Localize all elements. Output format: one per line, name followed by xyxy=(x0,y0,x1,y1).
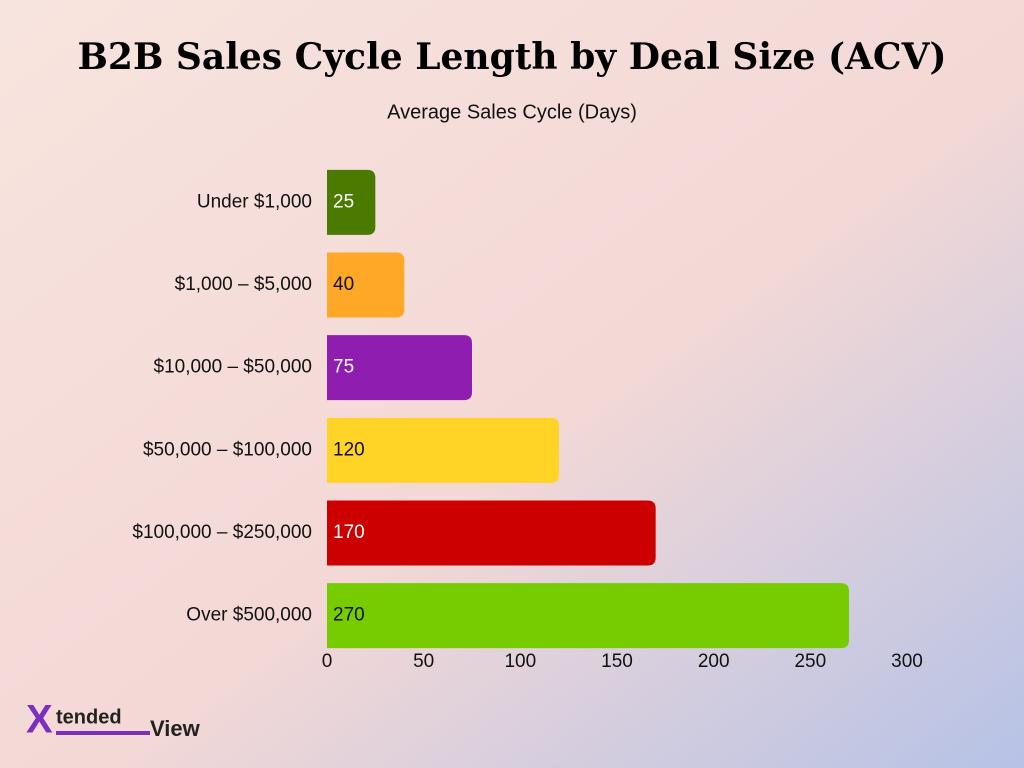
logo: X tended View xyxy=(26,698,201,742)
x-tick-label: 150 xyxy=(601,651,633,672)
value-label: 40 xyxy=(333,274,354,295)
x-tick-label: 100 xyxy=(504,651,536,672)
value-label: 270 xyxy=(333,605,365,626)
y-tick-label: $50,000 – $100,000 xyxy=(143,439,312,460)
logo-mark: X xyxy=(26,698,53,742)
bar xyxy=(327,417,559,483)
y-tick-label: $100,000 – $250,000 xyxy=(132,522,312,543)
y-tick-label: Under $1,000 xyxy=(197,191,312,212)
logo-word: tended xyxy=(56,706,122,728)
x-tick-label: 200 xyxy=(698,651,730,672)
chart-title: B2B Sales Cycle Length by Deal Size (ACV… xyxy=(77,36,946,78)
value-label: 120 xyxy=(333,439,365,460)
y-tick-label: $1,000 – $5,000 xyxy=(175,274,312,295)
x-tick-label: 250 xyxy=(794,651,826,672)
x-tick-label: 50 xyxy=(413,651,434,672)
value-label: 25 xyxy=(333,191,354,212)
bar xyxy=(327,335,472,401)
chart-subtitle: Average Sales Cycle (Days) xyxy=(387,101,637,123)
logo-word: View xyxy=(150,716,201,741)
bar xyxy=(327,169,376,235)
value-label: 75 xyxy=(333,357,354,378)
y-tick-label: $10,000 – $50,000 xyxy=(154,357,313,378)
y-tick-label: Over $500,000 xyxy=(186,605,312,626)
x-tick-label: 0 xyxy=(322,651,333,672)
bar xyxy=(327,583,849,649)
bar xyxy=(327,500,656,566)
bar xyxy=(327,252,405,318)
value-label: 170 xyxy=(333,522,365,543)
logo-underline xyxy=(56,731,150,735)
x-tick-label: 300 xyxy=(891,651,923,672)
